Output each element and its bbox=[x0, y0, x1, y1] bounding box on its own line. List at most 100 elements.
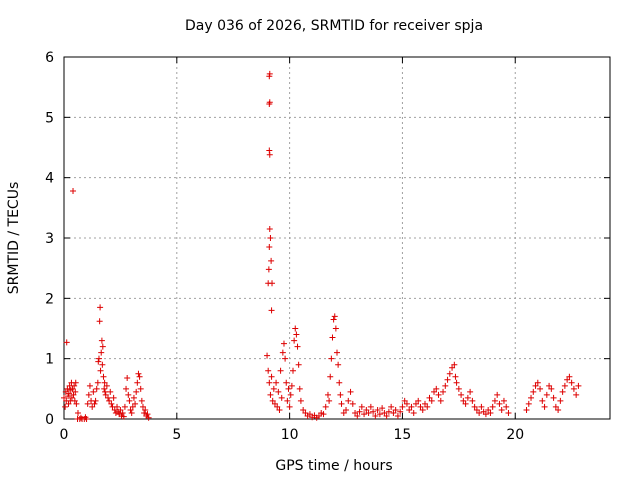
data-point bbox=[269, 280, 276, 287]
data-point bbox=[415, 397, 422, 404]
data-point bbox=[286, 403, 293, 410]
grid bbox=[64, 57, 610, 419]
data-point bbox=[361, 411, 368, 418]
data-point bbox=[332, 325, 339, 332]
data-point bbox=[345, 397, 352, 404]
data-point bbox=[127, 406, 134, 413]
data-point bbox=[392, 406, 399, 413]
x-tick-label: 20 bbox=[506, 427, 524, 443]
data-point bbox=[273, 379, 280, 386]
data-point bbox=[552, 403, 559, 410]
data-point bbox=[573, 391, 580, 398]
data-point bbox=[559, 388, 566, 395]
y-tick-label: 5 bbox=[45, 110, 54, 126]
data-point bbox=[89, 403, 96, 410]
data-point bbox=[347, 388, 354, 395]
data-point bbox=[129, 403, 136, 410]
data-point bbox=[266, 379, 273, 386]
data-point bbox=[352, 409, 359, 416]
data-point bbox=[469, 397, 476, 404]
data-point bbox=[372, 412, 379, 419]
data-point bbox=[279, 349, 286, 356]
data-point bbox=[77, 414, 84, 421]
data-point bbox=[135, 370, 142, 377]
data-point bbox=[86, 382, 93, 389]
data-point bbox=[417, 403, 424, 410]
data-point bbox=[376, 411, 383, 418]
data-point bbox=[296, 385, 303, 392]
data-point bbox=[284, 397, 291, 404]
data-point bbox=[123, 385, 130, 392]
data-point bbox=[110, 394, 117, 401]
data-point bbox=[144, 411, 151, 418]
data-point bbox=[267, 391, 274, 398]
data-point bbox=[383, 412, 390, 419]
data-point bbox=[68, 394, 75, 401]
data-point bbox=[444, 376, 451, 383]
data-point bbox=[133, 388, 140, 395]
data-point bbox=[266, 151, 273, 158]
data-point bbox=[267, 235, 274, 241]
data-point bbox=[136, 373, 143, 380]
data-point bbox=[467, 388, 474, 395]
data-point bbox=[337, 391, 344, 398]
data-point bbox=[101, 385, 108, 392]
data-point bbox=[95, 355, 102, 362]
data-point bbox=[293, 331, 300, 338]
data-point bbox=[72, 388, 79, 395]
data-point bbox=[266, 99, 273, 106]
data-point bbox=[358, 403, 365, 410]
data-point bbox=[63, 339, 70, 346]
data-point bbox=[268, 307, 275, 314]
data-point bbox=[575, 382, 582, 389]
data-point bbox=[90, 388, 97, 395]
data-point bbox=[403, 400, 410, 407]
data-point bbox=[410, 409, 417, 416]
data-point bbox=[85, 391, 92, 398]
data-point bbox=[335, 361, 342, 368]
data-point bbox=[446, 370, 453, 377]
data-point bbox=[100, 373, 107, 380]
data-point bbox=[106, 397, 113, 404]
data-point bbox=[505, 409, 512, 416]
data-point bbox=[406, 406, 413, 413]
data-point bbox=[91, 400, 98, 407]
data-point bbox=[125, 391, 132, 398]
data-point bbox=[285, 385, 292, 392]
data-point bbox=[326, 397, 333, 404]
data-point bbox=[65, 400, 72, 407]
data-point bbox=[363, 406, 370, 413]
data-point bbox=[336, 379, 343, 386]
data-point bbox=[543, 391, 550, 398]
data-point bbox=[399, 403, 406, 410]
data-point bbox=[570, 385, 577, 392]
data-point bbox=[266, 225, 273, 232]
data-point bbox=[440, 388, 447, 395]
data-point bbox=[124, 374, 131, 381]
data-point bbox=[530, 388, 537, 395]
data-point bbox=[462, 400, 469, 407]
data-point bbox=[282, 355, 289, 362]
data-point bbox=[297, 397, 304, 404]
data-point bbox=[126, 397, 133, 404]
data-point bbox=[453, 379, 460, 386]
data-point bbox=[120, 413, 127, 420]
data-point bbox=[291, 337, 298, 344]
data-point bbox=[74, 409, 81, 416]
data-point bbox=[107, 388, 114, 395]
data-point bbox=[70, 187, 77, 194]
data-point bbox=[374, 406, 381, 413]
y-tick-label: 1 bbox=[45, 352, 54, 368]
data-point bbox=[95, 358, 102, 365]
data-point bbox=[101, 379, 108, 386]
data-point bbox=[117, 406, 124, 413]
data-point bbox=[145, 414, 152, 421]
data-point bbox=[412, 400, 419, 407]
data-point bbox=[268, 373, 275, 380]
data-point bbox=[290, 367, 297, 374]
data-point bbox=[435, 391, 442, 398]
data-point bbox=[487, 409, 494, 416]
data-point bbox=[541, 403, 548, 410]
data-point bbox=[302, 409, 309, 416]
data-point bbox=[278, 394, 285, 401]
